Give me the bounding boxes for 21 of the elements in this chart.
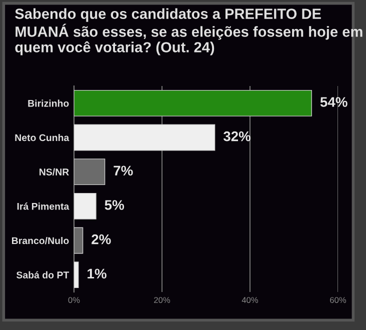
y-tick-label: Neto Cunha [15, 134, 70, 142]
bar [74, 124, 216, 151]
x-tick-label: 20% [154, 297, 170, 303]
y-tick-label: Branco/Nulo [12, 236, 69, 244]
data-label: 5% [104, 200, 124, 210]
chart-title: Sabendo que os candidatos a PREFEITO DE MUANÁ são esses, se as eleições fossem hoje em quem você votaria? (Out. 24) [15, 8, 362, 56]
data-label: 1% [88, 268, 106, 279]
x-tick-label: 60% [330, 297, 346, 303]
x-tick-label: 40% [242, 297, 258, 303]
bar [74, 262, 79, 288]
y-tick-label: NS/NR [40, 168, 69, 176]
bar [74, 90, 312, 116]
bar [74, 192, 96, 220]
y-tick-label: Irá Pimenta [17, 202, 70, 210]
data-label: 2% [92, 234, 111, 244]
data-label: 7% [114, 166, 133, 176]
y-tick-label: Birizinho [28, 100, 69, 107]
data-label: 54% [320, 97, 348, 107]
data-label: 32% [223, 131, 251, 142]
y-tick-label: Sabá do PT [16, 271, 70, 278]
x-tick-label: 0% [68, 297, 80, 303]
